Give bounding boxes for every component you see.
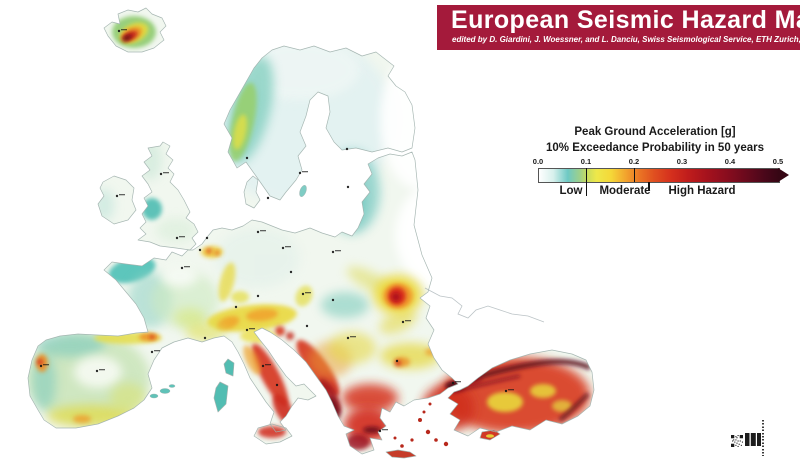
- colorbar-tick-label: 0.5: [772, 157, 784, 166]
- colorbar-separator: [634, 168, 635, 182]
- city-marks: [39, 29, 514, 433]
- legend: Peak Ground Acceleration [g] 10% Exceeda…: [520, 126, 800, 204]
- colorbar-arrow: [778, 168, 789, 182]
- colorbar-tick-label: 0.2: [628, 157, 640, 166]
- barcode-icon: [745, 433, 761, 446]
- black-sea-coast-outline: [424, 287, 545, 323]
- small-islands: [149, 185, 449, 448]
- colorbar-separator: [586, 168, 587, 182]
- qr-code-icon: [731, 435, 743, 447]
- legend-subtitle: 10% Exceedance Probability in 50 years: [546, 142, 764, 154]
- category-divider-tick: [648, 182, 650, 190]
- map-credits: edited by D. Giardini, J. Woessner, and …: [452, 35, 800, 44]
- colorbar-tick-label: 0.3: [676, 157, 688, 166]
- map-title: European Seismic Hazard Map: [451, 6, 800, 34]
- colorbar-tick-label: 0.0: [532, 157, 544, 166]
- hazard-colorbar: [538, 168, 780, 183]
- map-title-banner: European Seismic Hazard Map edited by D.…: [437, 5, 800, 50]
- hazard-category-label: High Hazard: [668, 185, 736, 197]
- category-divider-tick: [585, 182, 587, 196]
- colorbar-tick-label: 0.1: [580, 157, 592, 166]
- hazard-category-label: Moderate: [599, 185, 651, 197]
- colorbar-tick-label: 0.4: [724, 157, 736, 166]
- vertical-microtext: [762, 420, 764, 456]
- hazard-category-label: Low: [559, 185, 583, 197]
- legend-title: Peak Ground Acceleration [g]: [574, 126, 736, 138]
